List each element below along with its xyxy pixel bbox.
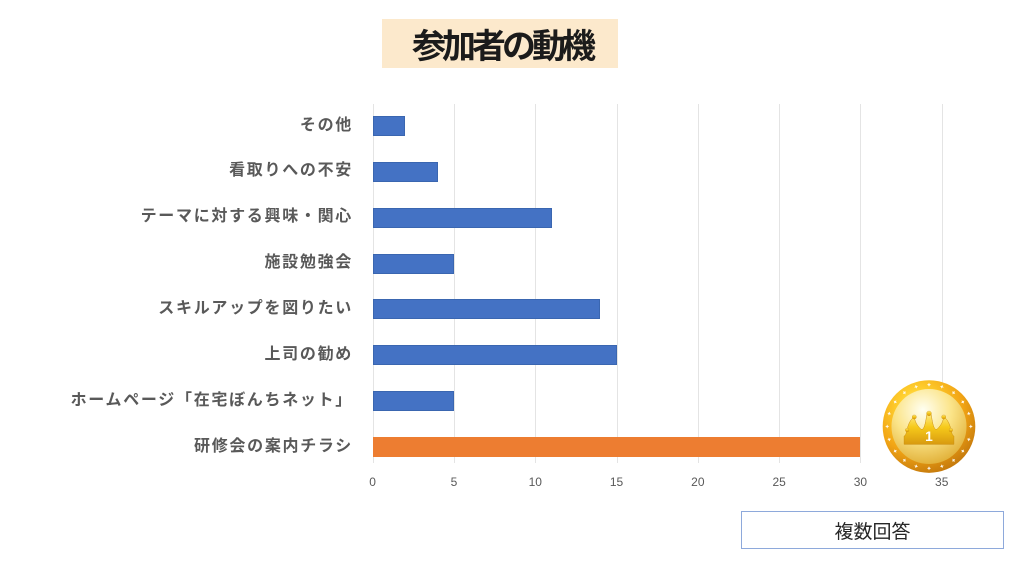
svg-text:1: 1 [925, 429, 933, 444]
